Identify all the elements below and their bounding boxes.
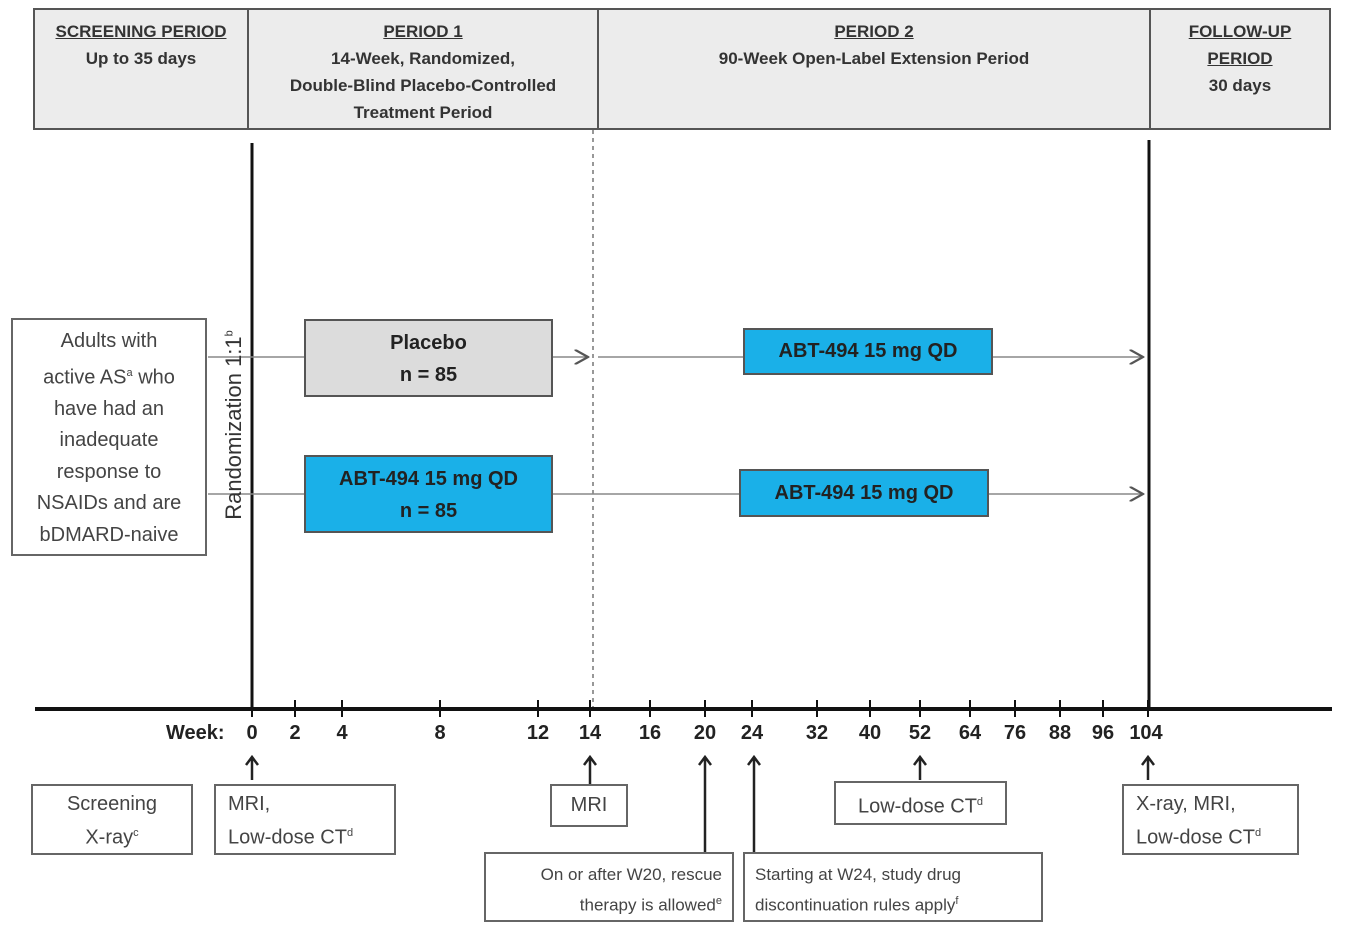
w0-assessment-box: MRI, Low-dose CTd: [214, 784, 396, 855]
screening-title: SCREENING PERIOD: [55, 22, 227, 41]
header-period2: PERIOD 2 90-Week Open-Label Extension Per…: [597, 8, 1151, 130]
axis-tick-label: 64: [958, 722, 982, 744]
placebo-to-abt-box: ABT-494 15 mg QD: [743, 328, 993, 375]
header-followup: FOLLOW-UP PERIOD 30 days: [1149, 8, 1331, 130]
followup-duration: 30 days: [1208, 76, 1272, 95]
followup-title: FOLLOW-UP: [1188, 22, 1292, 41]
period2-title: PERIOD 2: [834, 22, 914, 41]
w20-rescue-box: On or after W20, rescue therapy is allowe…: [484, 852, 734, 922]
axis-tick-label: 104: [1129, 722, 1163, 744]
w14-mri-box: MRI: [550, 784, 628, 827]
axis-tick-label: 76: [1003, 722, 1027, 744]
period1-line: 14-Week, Randomized,: [331, 49, 515, 68]
axis-tick-label: 40: [858, 722, 882, 744]
followup-title: PERIOD: [1207, 49, 1273, 68]
w52-ct-box: Low-dose CTd: [834, 781, 1007, 825]
axis-tick-label: 24: [740, 722, 764, 744]
axis-tick-label: 20: [693, 722, 717, 744]
w52-arrow: [913, 754, 927, 780]
period1-title: PERIOD 1: [383, 22, 463, 41]
axis-tick-label: 12: [526, 722, 550, 744]
axis-tick-label: 16: [638, 722, 662, 744]
w24-discontinuation-box: Starting at W24, study drug discontinuati…: [743, 852, 1043, 922]
axis-tick-label: 8: [434, 722, 446, 744]
axis-tick-label: 2: [289, 722, 301, 744]
randomization-label: Randomization 1:1b: [221, 330, 246, 520]
population-box: Adults with active ASa who have had an in…: [11, 318, 207, 556]
axis-tick-label: 96: [1091, 722, 1115, 744]
w0-arrow: [245, 754, 259, 780]
axis-tick-label: 88: [1048, 722, 1072, 744]
w14-arrow: [583, 754, 597, 785]
abt-continue-box: ABT-494 15 mg QD: [739, 469, 989, 517]
axis-tick-label: 14: [578, 722, 602, 744]
axis-tick-label: 32: [805, 722, 829, 744]
period1-line: Double-Blind Placebo-Controlled: [289, 76, 557, 95]
w24-arrow: [747, 754, 761, 855]
w104-assessment-box: X-ray, MRI, Low-dose CTd: [1122, 784, 1299, 855]
period2-line: 90-Week Open-Label Extension Period: [718, 49, 1030, 68]
screening-duration: Up to 35 days: [85, 49, 197, 68]
period1-line: Treatment Period: [353, 103, 493, 122]
header-screening: SCREENING PERIOD Up to 35 days: [33, 8, 249, 130]
axis-tick-label: 4: [336, 722, 348, 744]
axis-tick-label: 0: [246, 722, 258, 744]
w104-arrow: [1141, 754, 1155, 780]
axis-tick-label: 52: [908, 722, 932, 744]
w20-arrow: [698, 754, 712, 855]
placebo-arm-box: Placebo n = 85: [304, 319, 553, 397]
screening-xray-box: Screening X-rayc: [31, 784, 193, 855]
abt-arm-box: ABT-494 15 mg QD n = 85: [304, 455, 553, 533]
axis-label: Week:: [166, 722, 225, 744]
